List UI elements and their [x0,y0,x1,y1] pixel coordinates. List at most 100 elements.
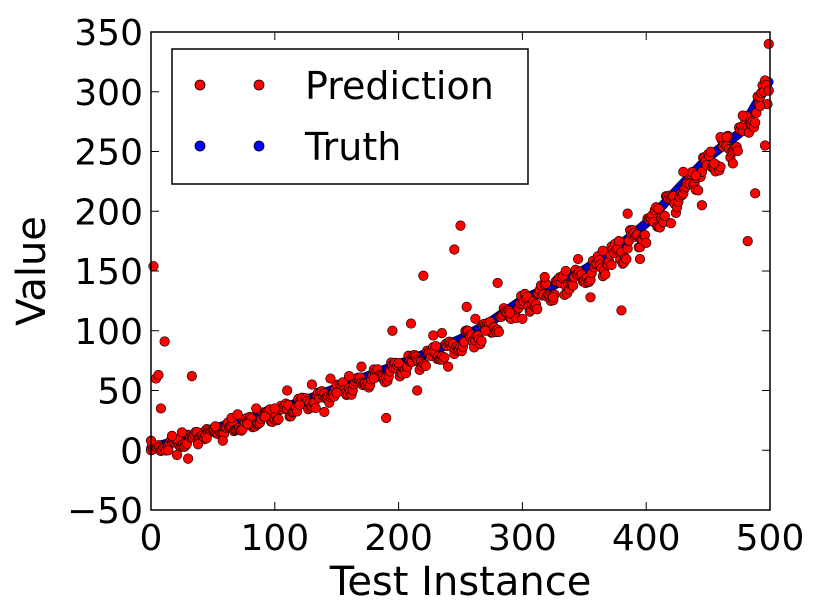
prediction-point [319,406,330,418]
prediction-point [412,385,423,396]
x-axis-title: Test Instance [329,559,592,605]
prediction-point [480,325,491,336]
prediction-point [217,435,228,446]
prediction-point [306,379,318,390]
prediction-point [381,412,392,424]
y-tick-label: −50 [67,491,143,532]
legend-prediction-marker [253,79,265,91]
y-tick-label: 300 [74,73,143,114]
prediction-point [455,220,466,231]
prediction-point [548,292,559,303]
prediction-point [430,340,441,352]
prediction-point [600,269,611,280]
prediction-point [634,253,646,265]
prediction-point [461,301,472,312]
y-tick-label: 350 [74,13,143,54]
prediction-point [148,261,159,272]
prediction-point [742,236,753,247]
prediction-point [727,158,738,169]
prediction-point [282,385,293,396]
prediction-point [759,140,771,151]
prediction-point [641,237,652,248]
y-tick-label: 100 [74,312,143,353]
prediction-point [693,185,704,196]
legend-truth-label: Truth [304,125,401,169]
prediction-point [622,208,633,219]
x-tick-label: 200 [364,518,433,559]
prediction-point [368,373,379,384]
y-tick-label: 50 [97,372,143,413]
y-axis-title: Value [9,216,55,326]
prediction-point [754,100,766,112]
prediction-point [259,411,270,422]
prediction-point [690,170,701,181]
prediction-point [251,403,262,414]
prediction-point [273,414,284,425]
x-tick-label: 300 [488,518,557,559]
y-tick-label: 150 [74,252,143,293]
prediction-point [232,409,243,420]
prediction-point [613,235,625,247]
prediction-point [470,313,481,324]
y-tick-label: 200 [74,192,143,233]
prediction-point [665,218,677,229]
legend-prediction-marker [194,79,206,91]
prediction-point [393,357,404,369]
prediction-point [387,325,398,336]
prediction-point [750,188,761,199]
prediction-point [166,430,178,442]
prediction-point [449,244,460,255]
prediction-point [678,166,689,177]
prediction-point [163,445,174,456]
prediction-point [763,38,774,50]
prediction-point [585,292,596,303]
legend-truth-marker [253,140,265,152]
legend-box [171,48,529,185]
prediction-point [420,360,431,372]
prediction-point [186,371,197,382]
legend: Prediction Truth [171,48,529,185]
prediction-point [476,335,487,346]
y-tick-label: 0 [120,431,143,472]
y-tick-label: 250 [74,133,143,174]
prediction-point [176,427,188,438]
prediction-point [153,369,164,381]
x-tick-label: 400 [612,518,681,559]
prediction-point [750,117,761,128]
prediction-point [325,373,336,384]
prediction-point [539,271,550,283]
prediction-point [331,387,342,398]
x-tick-label: 100 [240,518,309,559]
prediction-point [616,305,627,316]
prediction-point [310,402,321,414]
prediction-point [721,132,732,143]
prediction-point [155,403,167,414]
prediction-point [621,254,632,265]
prediction-point [428,330,439,341]
prediction-point [573,253,584,265]
prediction-point [418,270,429,281]
prediction-point [705,146,716,157]
prediction-point [532,304,543,315]
prediction-point [504,307,516,318]
prediction-point [443,361,454,372]
prediction-point [201,433,212,444]
prediction-point [709,158,720,169]
prediction-point [183,453,194,464]
prediction-point [343,371,355,382]
prediction-point [560,265,571,277]
prediction-point [763,85,774,96]
x-tick-label: 0 [140,518,163,559]
prediction-point [517,313,528,324]
plot-frame [150,31,771,511]
prediction-point [269,403,280,414]
prediction-point [659,210,670,221]
prediction-point [493,326,504,338]
prediction-point [405,318,417,329]
prediction-point [242,418,253,430]
prediction-point [696,200,708,211]
legend-prediction-label: Prediction [305,64,494,108]
prediction-point [732,145,743,157]
